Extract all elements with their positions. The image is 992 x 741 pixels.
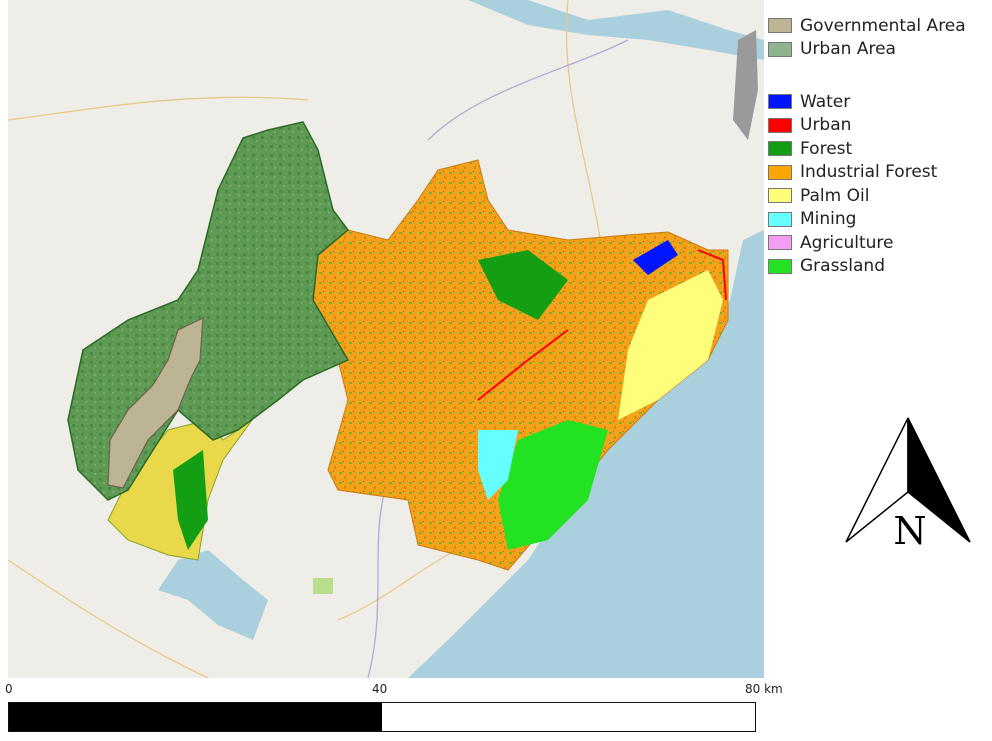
- legend-item: Urban: [768, 114, 992, 138]
- legend-boundaries: Governmental Area Urban Area: [768, 14, 992, 61]
- scale-label-40: 40: [372, 682, 388, 696]
- landcover-urban: [477, 249, 727, 401]
- park-patch: [313, 578, 333, 594]
- legend-item: Governmental Area: [768, 14, 992, 38]
- legend-label: Urban Area: [800, 39, 896, 60]
- boundaries: [367, 39, 629, 678]
- legend-item: Palm Oil: [768, 184, 992, 208]
- legend-label: Palm Oil: [800, 185, 870, 206]
- land-cover-map[interactable]: [8, 0, 764, 678]
- governmental-area: [107, 317, 204, 489]
- landcover-palm: [618, 270, 723, 420]
- legend-swatch: [768, 141, 792, 157]
- legend-label: Grassland: [800, 256, 885, 277]
- landcover-grassland: [498, 420, 608, 550]
- legend-item: Mining: [768, 208, 992, 232]
- landcover-mining: [478, 430, 518, 500]
- scale-bar: [8, 702, 756, 732]
- legend-swatch: [768, 258, 792, 274]
- scale-label-0: 0: [5, 682, 13, 696]
- legend-swatch: [768, 117, 792, 133]
- legend-label: Agriculture: [800, 232, 894, 253]
- legend-swatch: [768, 94, 792, 110]
- island: [733, 30, 758, 140]
- legend-label: Industrial Forest: [800, 162, 938, 183]
- legend-label: Mining: [800, 209, 857, 230]
- legend-item: Industrial Forest: [768, 161, 992, 185]
- legend-label: Water: [800, 91, 851, 112]
- scale-label-80: 80 km: [745, 682, 783, 696]
- legend-label: Urban: [800, 115, 852, 136]
- north-arrow-icon: N: [845, 417, 971, 550]
- north-river: [468, 0, 764, 60]
- legend-item: Agriculture: [768, 231, 992, 255]
- legend-label: Governmental Area: [800, 15, 966, 36]
- north-letter: N: [893, 509, 926, 550]
- legend-item: Grassland: [768, 255, 992, 279]
- legend-item: Forest: [768, 137, 992, 161]
- legend-swatch: [768, 188, 792, 204]
- legend-swatch: [768, 235, 792, 251]
- landcover-forest: [478, 250, 568, 320]
- scale-bar-black-segment: [9, 703, 382, 731]
- landcover-forest-west: [173, 450, 208, 550]
- estuary: [158, 550, 268, 640]
- legend-item: Water: [768, 90, 992, 114]
- legend-swatch: [768, 18, 792, 34]
- scale-bar-white-segment: [382, 703, 755, 731]
- landcover-water: [633, 240, 678, 275]
- legend-swatch: [768, 164, 792, 180]
- legend-landcover: Water Urban Forest Industrial Forest Palm Oi…: [768, 90, 992, 278]
- legend-swatch: [768, 211, 792, 227]
- legend-label: Forest: [800, 138, 853, 159]
- legend-swatch: [768, 41, 792, 57]
- legend-item: Urban Area: [768, 38, 992, 62]
- sea: [408, 230, 764, 678]
